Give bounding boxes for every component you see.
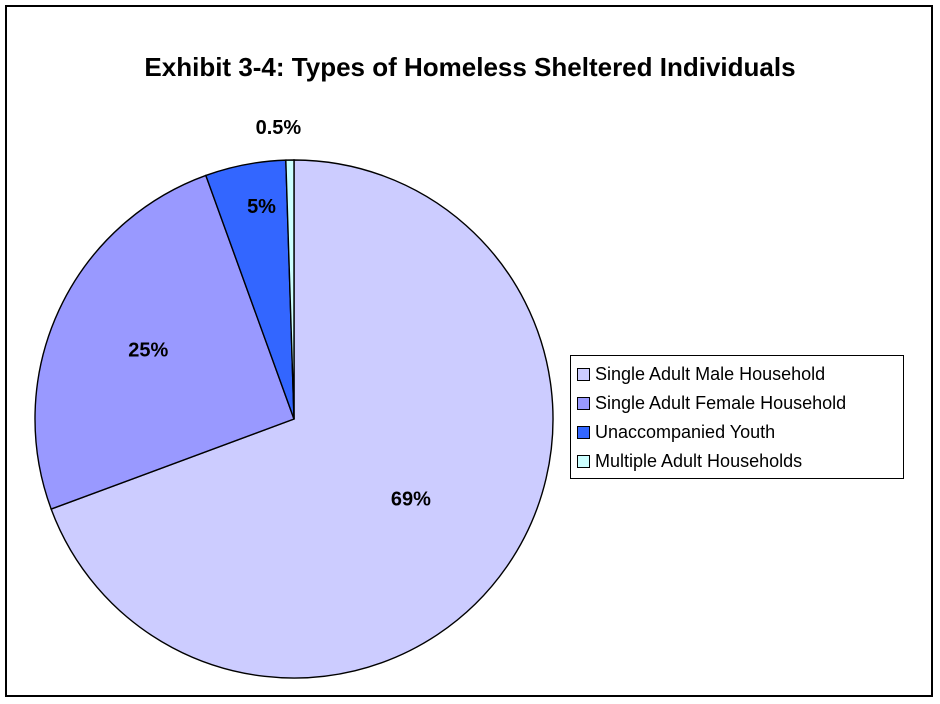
legend-swatch	[577, 397, 590, 410]
pie-slice	[285, 159, 295, 420]
legend-swatch	[577, 455, 590, 468]
legend-item: Single Adult Male Household	[577, 360, 903, 389]
legend-label: Single Adult Male Household	[595, 364, 826, 384]
legend-swatch	[577, 426, 590, 439]
legend-swatch	[577, 368, 590, 381]
legend-item: Unaccompanied Youth	[577, 418, 903, 447]
data-label: 25%	[128, 340, 168, 362]
legend-label: Single Adult Female Household	[595, 393, 847, 413]
chart-legend: Single Adult Male Household Single Adult…	[570, 355, 904, 479]
legend-item: Single Adult Female Household	[577, 389, 903, 418]
legend-label: Multiple Adult Households	[595, 451, 803, 471]
data-label: 0.5%	[256, 117, 302, 139]
data-label: 5%	[247, 196, 276, 218]
pie-slice	[50, 159, 554, 679]
legend-label: Unaccompanied Youth	[595, 422, 776, 442]
data-label: 69%	[391, 489, 431, 511]
pie-slice	[34, 174, 295, 510]
legend-item: Multiple Adult Households	[577, 447, 903, 476]
chart-title: Exhibit 3-4: Types of Homeless Sheltered…	[144, 52, 796, 82]
